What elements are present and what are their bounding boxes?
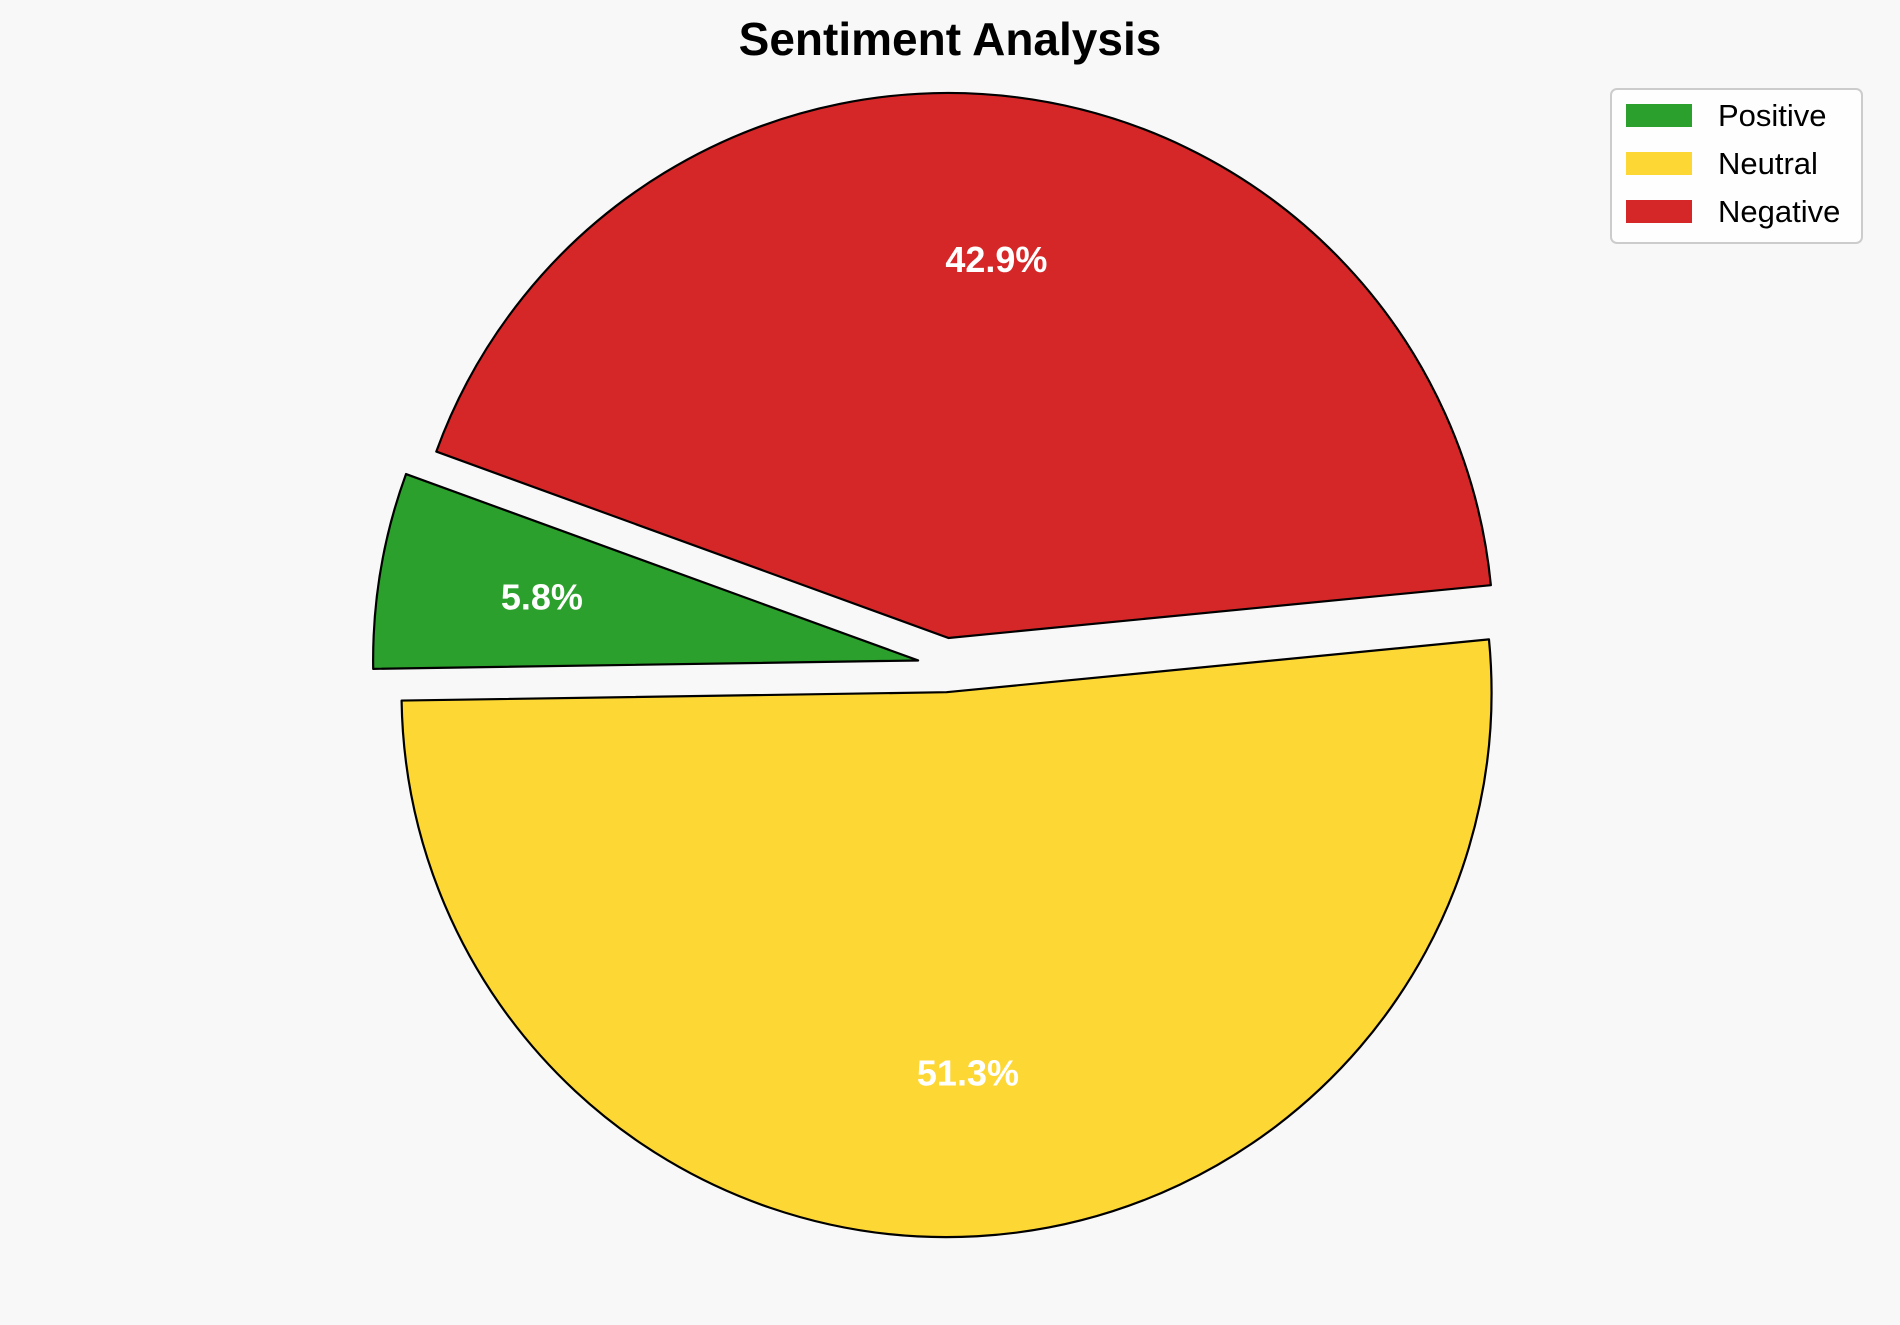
legend-entries: Positive Neutral Negative: [1626, 98, 1840, 229]
legend-swatch-positive: [1626, 104, 1692, 127]
pie-slice-positive: [372, 472, 920, 670]
slice-label-positive: 5.8%: [501, 577, 583, 618]
slice-label-negative: 42.9%: [945, 239, 1047, 280]
chart-title: Sentiment Analysis: [739, 13, 1162, 65]
legend-swatch-neutral: [1626, 152, 1692, 175]
slices-layer: [372, 91, 1493, 1239]
legend-label-positive: Positive: [1718, 98, 1827, 133]
legend-swatch-negative: [1626, 200, 1692, 223]
pie-slice-neutral: [400, 638, 1493, 1239]
pie-slice-negative: [435, 91, 1492, 640]
slice-label-neutral: 51.3%: [917, 1053, 1019, 1094]
legend-label-neutral: Neutral: [1718, 146, 1818, 181]
legend-label-negative: Negative: [1718, 194, 1840, 229]
legend: Positive Neutral Negative: [1610, 88, 1863, 244]
labels-layer: 5.8% 51.3% 42.9%: [501, 239, 1048, 1094]
